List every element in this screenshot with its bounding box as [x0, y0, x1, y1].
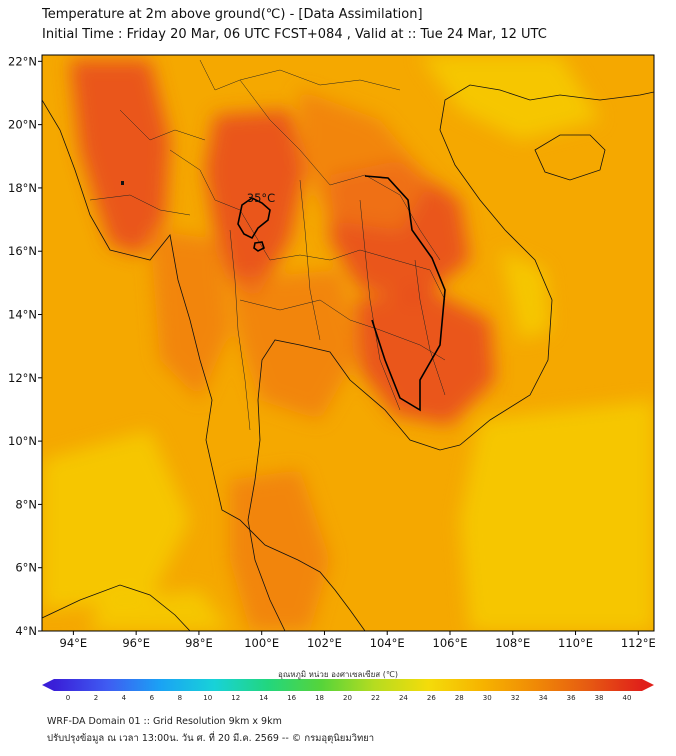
lon-tick-label: 104°E — [370, 636, 405, 650]
colorbar-tick-label: 2 — [94, 694, 98, 702]
cool-zone-vn-coast — [500, 250, 550, 340]
colorbar-tick-label: 8 — [178, 694, 182, 702]
cool-zone-south-china — [420, 55, 600, 140]
footer-update-info: ปรับปรุงข้อมูล ณ เวลา 13:00น. วัน ศ. ที่… — [47, 733, 375, 744]
contour-label: 35°C — [247, 191, 275, 205]
coastlines — [42, 84, 654, 631]
lat-tick-label: 22°N — [8, 54, 37, 68]
border-line — [199, 59, 401, 91]
colorbar-max-arrow — [642, 679, 654, 691]
colorbar-tick-label: 14 — [259, 694, 268, 702]
temperature-field — [42, 55, 654, 631]
lon-tick-label: 106°E — [433, 636, 468, 650]
border-line — [239, 79, 441, 261]
lat-tick-label: 6°N — [15, 561, 37, 575]
colorbar-min-arrow — [42, 679, 54, 691]
lon-tick-label: 96°E — [122, 636, 150, 650]
colorbar-ticks: 0 2 4 6 8 10 12 14 16 18 20 22 24 26 28 30 32 34 36 38 40 — [66, 694, 632, 702]
malaysia-coast — [247, 519, 286, 631]
contour-ring — [364, 175, 446, 412]
warm-zone-laos — [300, 90, 430, 230]
cool-zone-andaman — [42, 430, 190, 610]
lat-tick-label: 10°N — [8, 434, 37, 448]
colorbar: 0 2 4 6 8 10 12 14 16 18 20 22 24 26 28 30 32 34 36 38 40 — [42, 679, 654, 702]
border-line — [229, 229, 251, 431]
gulf-of-thailand-coast — [247, 339, 461, 521]
colorbar-title: อุณหภูมิ หน่วย องศาเซลเซียส (℃) — [278, 670, 398, 679]
station-marker — [121, 181, 124, 185]
border-line — [359, 199, 401, 411]
map-title: Temperature at 2m above ground(℃) - [Dat… — [42, 7, 423, 22]
lon-tick-label: 112°E — [621, 636, 656, 650]
cool-zone-sea — [460, 400, 654, 631]
colorbar-tick-label: 28 — [455, 694, 464, 702]
sumatra-coast — [42, 584, 191, 631]
warm-zone-central — [230, 270, 360, 420]
border-line — [89, 194, 191, 216]
colorbar-tick-label: 0 — [66, 694, 70, 702]
border-line — [119, 109, 206, 141]
colorbar-tick-label: 26 — [427, 694, 436, 702]
vietnam-coast — [439, 84, 654, 446]
hot-zone-cambodia — [355, 290, 495, 425]
colorbar-tick-label: 22 — [371, 694, 380, 702]
footer-model-info: WRF-DA Domain 01 :: Grid Resolution 9km … — [47, 716, 282, 727]
colorbar-bar — [54, 679, 642, 691]
colorbar-tick-label: 6 — [150, 694, 155, 702]
colorbar-tick-label: 40 — [623, 694, 632, 702]
mainland-coast-west — [42, 99, 366, 631]
lat-tick-label: 18°N — [8, 181, 37, 195]
lat-tick-label: 4°N — [15, 624, 37, 638]
lat-tick-label: 12°N — [8, 371, 37, 385]
border-line — [299, 179, 321, 341]
admin-borders — [89, 59, 446, 431]
lat-tick-label: 14°N — [8, 308, 37, 322]
colorbar-tick-label: 24 — [399, 694, 408, 702]
contour-ring — [253, 241, 265, 252]
map-frame — [41, 54, 655, 632]
lon-axis: 94°E 96°E 98°E 100°E 102°E 104°E 106°E 108°E 110… — [60, 631, 656, 650]
lon-tick-label: 98°E — [185, 636, 213, 650]
colorbar-tick-label: 4 — [122, 694, 127, 702]
hot-zone-myanmar — [70, 60, 170, 255]
colorbar-tick-label: 10 — [203, 694, 212, 702]
hot-zone-north-thailand — [205, 110, 305, 300]
colorbar-tick-label: 32 — [511, 694, 520, 702]
colorbar-tick-label: 12 — [231, 694, 240, 702]
lat-tick-label: 16°N — [8, 244, 37, 258]
warm-zone-peninsula — [230, 470, 330, 630]
colorbar-tick-label: 20 — [343, 694, 352, 702]
border-line — [414, 259, 446, 396]
colorbar-tick-label: 36 — [567, 694, 576, 702]
map-subtitle: Initial Time : Friday 20 Mar, 06 UTC FCS… — [42, 27, 547, 42]
colorbar-tick-label: 16 — [287, 694, 296, 702]
hainan-coast — [534, 134, 606, 181]
lon-tick-label: 110°E — [558, 636, 593, 650]
colorbar-tick-label: 38 — [595, 694, 604, 702]
lon-tick-label: 94°E — [60, 636, 88, 650]
border-line — [169, 149, 446, 301]
border-line — [239, 299, 446, 361]
lon-tick-label: 100°E — [244, 636, 279, 650]
isotherm-35c — [237, 175, 446, 412]
lon-tick-label: 102°E — [307, 636, 342, 650]
cool-zone-sumatra — [90, 590, 230, 631]
contour-ring — [237, 197, 271, 240]
lat-tick-label: 8°N — [15, 497, 37, 511]
warm-zone-west — [150, 230, 230, 400]
colorbar-tick-label: 34 — [539, 694, 548, 702]
colorbar-tick-label: 30 — [483, 694, 492, 702]
colorbar-tick-label: 18 — [315, 694, 324, 702]
lat-tick-label: 20°N — [8, 118, 37, 132]
lon-tick-label: 108°E — [495, 636, 530, 650]
lat-axis: 4°N 6°N 8°N 10°N 12°N 14°N 16°N 18°N 20°N 22°N — [8, 54, 42, 638]
